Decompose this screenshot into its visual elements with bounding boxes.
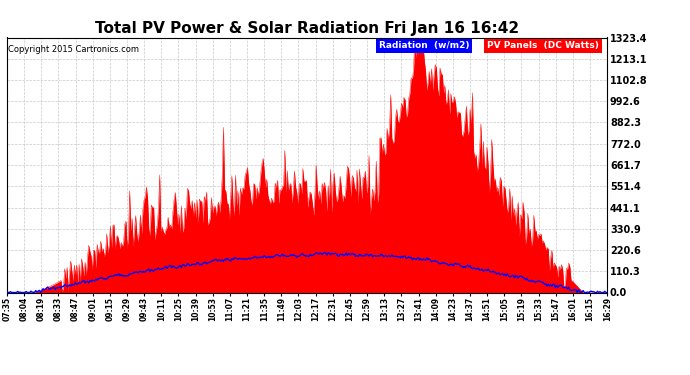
Title: Total PV Power & Solar Radiation Fri Jan 16 16:42: Total PV Power & Solar Radiation Fri Jan… [95,21,519,36]
Text: Copyright 2015 Cartronics.com: Copyright 2015 Cartronics.com [8,45,139,54]
Text: PV Panels  (DC Watts): PV Panels (DC Watts) [487,41,599,50]
Text: Radiation  (w/m2): Radiation (w/m2) [379,41,470,50]
